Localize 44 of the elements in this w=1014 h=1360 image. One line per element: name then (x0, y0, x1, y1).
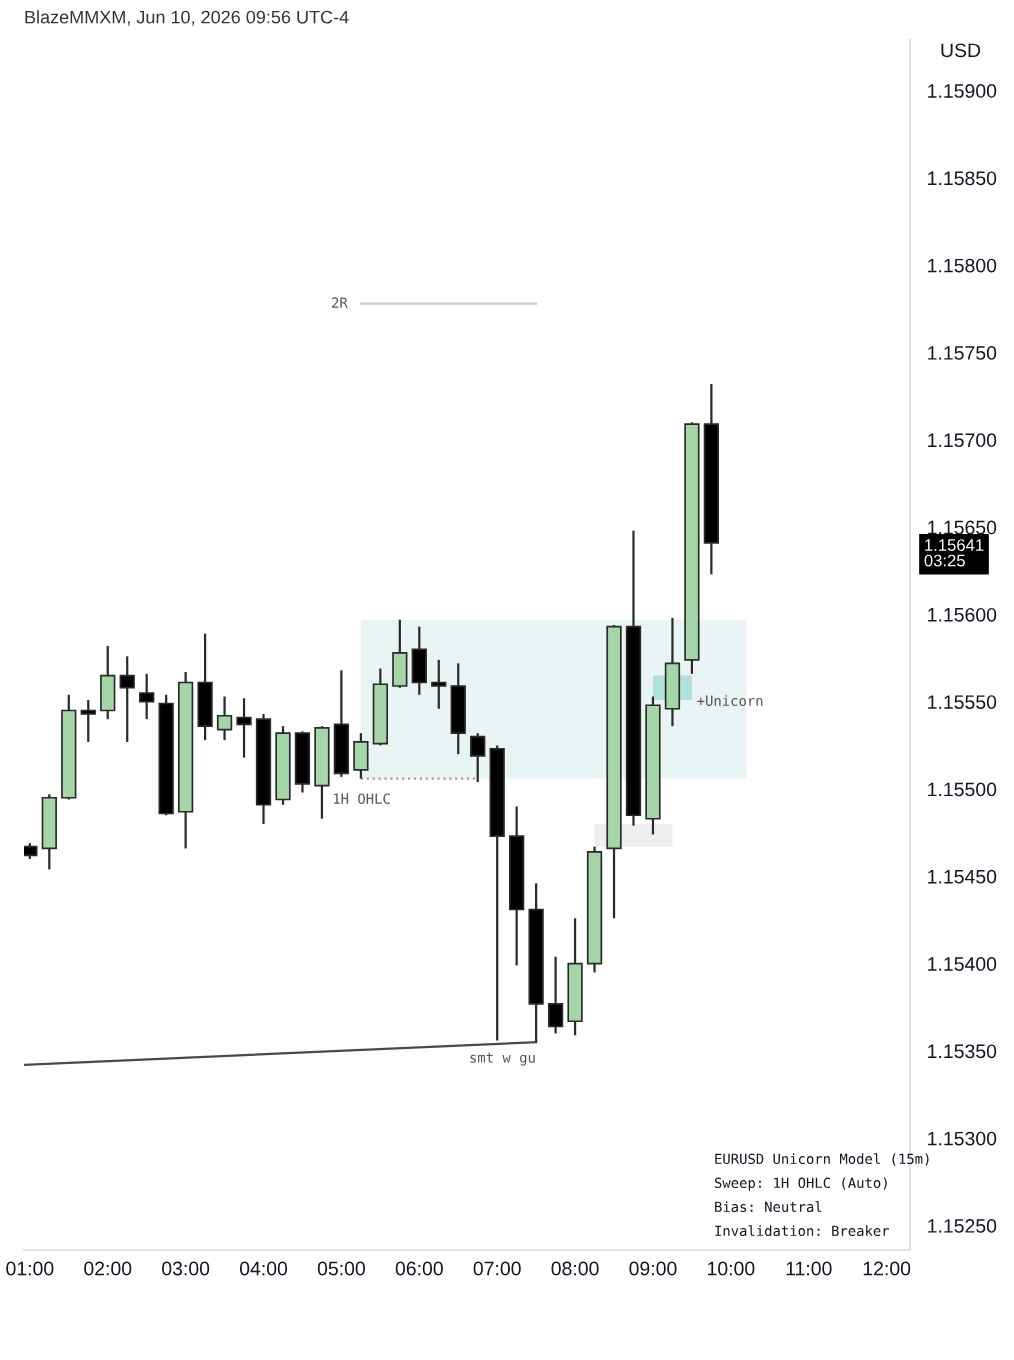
candlestick (216, 695, 233, 742)
candlestick (80, 698, 96, 744)
y-axis-title: USD (941, 43, 981, 58)
x-tick-label: 08:00 (551, 1261, 599, 1276)
candlestick (119, 655, 135, 744)
x-tick-label: 06:00 (395, 1261, 443, 1276)
y-tick-label: 1.15450 (928, 869, 997, 884)
y-tick-label: 1.15850 (928, 171, 997, 186)
candlestick (236, 697, 252, 759)
candlestick (411, 625, 427, 696)
x-tick-label: 05:00 (317, 1261, 365, 1276)
chart-title: BlazeMMXM, Jun 10, 2026 09:56 UTC-4 (25, 10, 349, 26)
y-tick-label: 1.15800 (928, 258, 997, 273)
x-tick-label: 10:00 (708, 1261, 755, 1276)
x-tick-label: 11:00 (786, 1261, 832, 1276)
x-tick-label: 04:00 (239, 1261, 288, 1276)
y-tick-label: 1.15750 (928, 346, 997, 360)
candlestick (139, 672, 155, 721)
x-tick-label: 02:00 (84, 1261, 132, 1276)
y-tick-label: 1.15500 (928, 782, 997, 797)
candlestick (353, 732, 369, 780)
y-tick-label: 1.15350 (928, 1044, 997, 1059)
x-tick-label: 01:00 (6, 1261, 54, 1276)
candlestick (431, 658, 447, 710)
y-tick-label: 1.15900 (928, 84, 997, 98)
candlestick (100, 644, 116, 721)
x-tick-label: 12:00 (863, 1261, 911, 1276)
y-tick-label: 1.15650 (928, 520, 997, 535)
y-tick-label: 1.15700 (928, 433, 997, 448)
candlestick (470, 732, 486, 784)
candlestick (664, 616, 681, 728)
y-tick-label: 1.15400 (928, 957, 997, 971)
y-tick-label: 1.15600 (928, 607, 997, 622)
candlestick (197, 632, 213, 742)
y-tick-label: 1.15300 (928, 1131, 997, 1146)
x-tick-label: 07:00 (473, 1261, 521, 1276)
y-tick-label: 1.15550 (928, 695, 997, 709)
x-tick-label: 09:00 (629, 1261, 677, 1276)
text: 1.15641 03:25 (924, 539, 984, 567)
x-tick-label: 03:00 (162, 1261, 210, 1276)
candlestick (450, 662, 466, 756)
candlestick (392, 618, 408, 689)
y-tick-label: 1.15250 (928, 1219, 997, 1233)
candlestick (547, 955, 564, 1035)
